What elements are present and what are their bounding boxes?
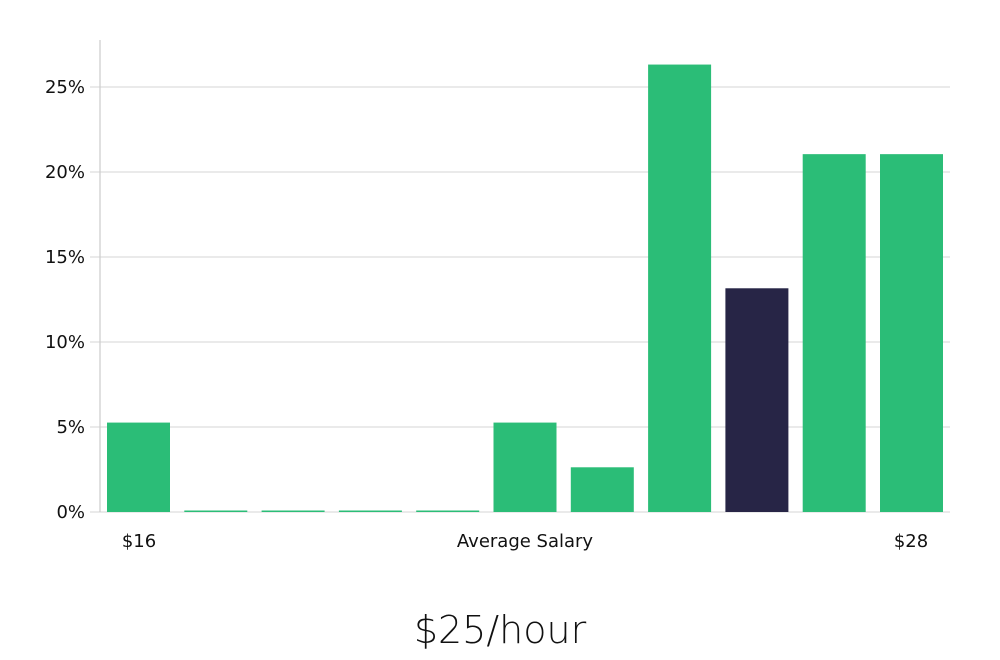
bar: [493, 422, 557, 512]
x-label-max: $28: [894, 531, 928, 552]
bar: [648, 64, 712, 512]
bar: [802, 154, 866, 512]
y-tick-label: 15%: [45, 247, 85, 268]
x-label-average: Average Salary: [457, 531, 594, 552]
x-label-min: $16: [122, 531, 156, 552]
y-tick-label: 5%: [56, 417, 85, 438]
y-tick-label: 20%: [45, 162, 85, 183]
bar: [338, 510, 402, 512]
y-tick-label: 0%: [56, 502, 85, 523]
bar: [107, 422, 170, 512]
bar: [416, 510, 480, 512]
bar: [570, 467, 634, 512]
salary-title: $25/hour: [413, 608, 587, 652]
highlight-bar: [725, 288, 789, 512]
y-tick-label: 10%: [45, 332, 85, 353]
bar: [261, 510, 325, 512]
y-tick-label: 25%: [45, 77, 85, 98]
bar: [880, 154, 943, 512]
bar: [184, 510, 248, 512]
